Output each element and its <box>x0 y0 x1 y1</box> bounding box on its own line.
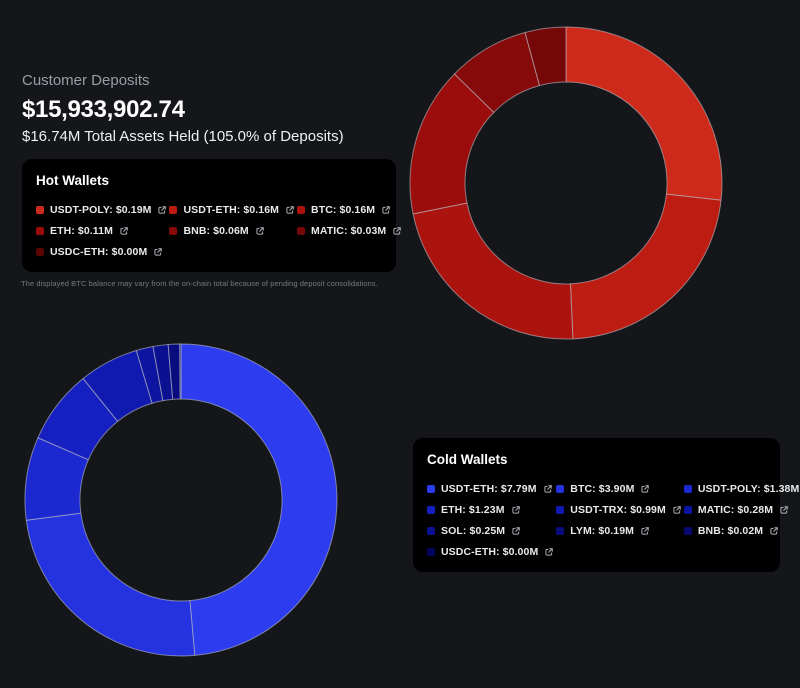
wallet-balance-label: BNB: $0.02M <box>697 525 764 537</box>
series-color-swatch <box>169 206 178 214</box>
external-link-icon[interactable] <box>769 526 779 536</box>
wallet-balance-label: USDT-POLY: $0.19M <box>50 204 152 216</box>
legend-item: SOL: $0.25M <box>427 524 554 538</box>
legend-item: MATIC: $0.28M <box>683 503 800 517</box>
legend-item: USDC-ETH: $0.00M <box>427 545 554 559</box>
legend-item: BNB: $0.02M <box>683 524 800 538</box>
hot-wallets-title: Hot Wallets <box>36 173 110 188</box>
hot-wallets-donut-chart[interactable] <box>406 23 726 343</box>
external-link-icon[interactable] <box>544 547 554 557</box>
legend-item: BNB: $0.06M <box>169 224 295 238</box>
legend-item: ETH: $1.23M <box>427 503 554 517</box>
series-color-swatch <box>556 485 565 493</box>
external-link-icon[interactable] <box>285 205 295 215</box>
donut-segment-MATIC[interactable] <box>524 26 567 87</box>
legend-item: USDT-ETH: $0.16M <box>169 203 295 217</box>
external-link-icon[interactable] <box>672 505 682 515</box>
series-color-swatch <box>427 548 435 556</box>
wallet-balance-label: USDT-POLY: $1.38M <box>697 483 800 495</box>
legend-item: USDT-POLY: $0.19M <box>36 203 167 217</box>
external-link-icon[interactable] <box>511 505 521 515</box>
wallet-balance-label: BNB: $0.06M <box>183 225 249 237</box>
wallet-balance-label: USDT-TRX: $0.99M <box>570 504 666 516</box>
hot-wallets-panel: Hot Wallets USDT-POLY: $0.19M USDT-ETH: … <box>22 159 401 272</box>
legend-item: MATIC: $0.03M <box>297 224 402 238</box>
legend-item: BTC: $3.90M <box>556 482 682 496</box>
wallet-balance-label: BTC: $3.90M <box>570 483 635 495</box>
series-color-swatch <box>556 506 565 514</box>
external-link-icon[interactable] <box>640 484 650 494</box>
assets-summary: $16.74M Total Assets Held (105.0% of Dep… <box>22 127 344 145</box>
series-color-swatch <box>297 206 306 214</box>
wallet-balance-label: ETH: $0.11M <box>50 225 113 237</box>
cold-wallets-title: Cold Wallets <box>427 452 508 467</box>
cold-wallets-panel: Cold Wallets USDT-ETH: $7.79M BTC: $3.90… <box>413 438 799 572</box>
legend-item: ETH: $0.11M <box>36 224 167 238</box>
external-link-icon[interactable] <box>381 205 391 215</box>
series-color-swatch <box>427 527 435 535</box>
external-link-icon[interactable] <box>779 505 789 515</box>
wallet-balance-label: SOL: $0.25M <box>441 525 506 537</box>
wallet-balance-label: LYM: $0.19M <box>570 525 635 537</box>
series-color-swatch <box>683 527 692 535</box>
wallet-balance-label: USDT-ETH: $7.79M <box>441 483 537 495</box>
donut-segment-BTC[interactable] <box>412 202 574 340</box>
deposits-total-amount: $15,933,902.74 <box>22 96 185 123</box>
btc-balance-note: The displayed BTC balance may vary from … <box>21 279 378 288</box>
series-color-swatch <box>556 527 565 535</box>
wallet-balance-label: USDT-ETH: $0.16M <box>183 204 280 216</box>
external-link-icon[interactable] <box>392 226 402 236</box>
legend-item: USDT-POLY: $1.38M <box>683 482 800 496</box>
series-color-swatch <box>36 248 44 256</box>
donut-segment-USDT-ETH[interactable] <box>180 343 338 656</box>
donut-segment-BTC[interactable] <box>25 512 196 657</box>
legend-item: USDT-TRX: $0.99M <box>556 503 682 517</box>
series-color-swatch <box>683 485 692 493</box>
series-color-swatch <box>36 206 44 214</box>
wallet-balance-label: BTC: $0.16M <box>311 204 376 216</box>
legend-item: USDC-ETH: $0.00M <box>36 245 167 259</box>
external-link-icon[interactable] <box>255 226 265 236</box>
series-color-swatch <box>427 485 435 493</box>
external-link-icon[interactable] <box>511 526 521 536</box>
donut-segment-USDT-POLY[interactable] <box>565 26 723 201</box>
deposits-title: Customer Deposits <box>22 72 150 89</box>
legend-item: USDT-ETH: $7.79M <box>427 482 554 496</box>
legend-item: BTC: $0.16M <box>297 203 402 217</box>
wallet-balance-label: MATIC: $0.28M <box>697 504 774 516</box>
deposits-header: Customer Deposits $15,933,902.74 $16.74M… <box>22 72 344 146</box>
wallet-balance-label: USDC-ETH: $0.00M <box>50 246 148 258</box>
legend-item: LYM: $0.19M <box>556 524 682 538</box>
series-color-swatch <box>36 227 44 235</box>
series-color-swatch <box>427 506 435 514</box>
external-link-icon[interactable] <box>119 226 129 236</box>
series-color-swatch <box>683 506 692 514</box>
wallet-balance-label: MATIC: $0.03M <box>311 225 387 237</box>
cold-wallets-donut-chart[interactable] <box>21 340 341 660</box>
donut-segment-BNB[interactable] <box>179 343 182 400</box>
external-link-icon[interactable] <box>640 526 650 536</box>
external-link-icon[interactable] <box>543 484 553 494</box>
external-link-icon[interactable] <box>157 205 167 215</box>
hot-wallets-legend: USDT-POLY: $0.19M USDT-ETH: $0.16M <box>36 203 401 259</box>
series-color-swatch <box>169 227 178 235</box>
cold-wallets-legend: USDT-ETH: $7.79M BTC: $3.90M <box>427 482 799 559</box>
series-color-swatch <box>297 227 306 235</box>
wallet-balance-label: ETH: $1.23M <box>441 504 505 516</box>
wallet-balance-label: USDC-ETH: $0.00M <box>441 546 539 558</box>
donut-segment-USDT-ETH[interactable] <box>569 193 722 340</box>
external-link-icon[interactable] <box>153 247 163 257</box>
